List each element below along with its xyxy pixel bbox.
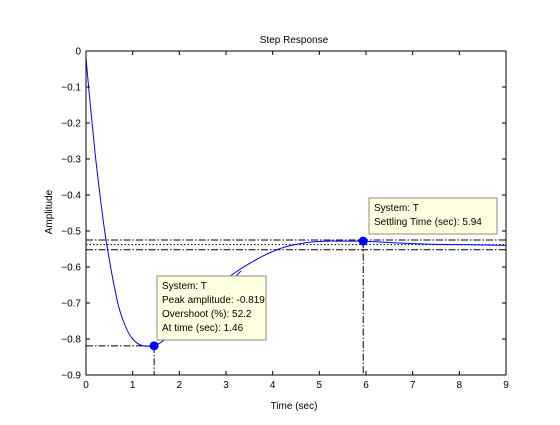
- x-axis-ticks: 0 1 2 3 4 5 6 7 8 9: [83, 51, 509, 391]
- y-tick-label: −0.5: [61, 227, 81, 238]
- peak-datatip-box: [156, 275, 267, 341]
- y-tick-label: 0: [75, 47, 81, 58]
- y-tick-label: −0.8: [61, 335, 81, 346]
- x-tick-label: 2: [177, 380, 183, 391]
- x-tick-label: 1: [130, 380, 136, 391]
- x-axis-title: Time (sec): [271, 401, 318, 412]
- annotations: System: T Peak amplitude: -0.819 Overshoot…: [156, 197, 498, 341]
- x-tick-label: 7: [410, 380, 416, 391]
- peak-datatip-line: At time (sec): 1.46: [162, 323, 244, 334]
- plot-frame: [85, 50, 507, 376]
- peak-datatip-line: Peak amplitude: -0.819: [162, 295, 265, 306]
- y-axis-title: Amplitude: [44, 189, 55, 234]
- settling-datatip-line: Settling Time (sec): 5.94: [374, 217, 482, 228]
- y-tick-label: −0.3: [61, 155, 81, 166]
- settling-datatip-box: [368, 197, 498, 235]
- settling-datatip-line: System: T: [374, 203, 419, 214]
- y-tick-label: −0.9: [61, 371, 81, 382]
- x-tick-label: 4: [270, 380, 276, 391]
- peak-datatip-line: Overshoot (%): 52.2: [162, 309, 252, 320]
- y-tick-label: −0.4: [61, 191, 81, 202]
- datatip-marker: [149, 341, 159, 351]
- x-tick-label: 3: [223, 380, 229, 391]
- y-tick-label: −0.1: [61, 83, 81, 94]
- datatip-marker: [358, 236, 368, 246]
- x-tick-label: 8: [457, 380, 463, 391]
- x-tick-label: 5: [317, 380, 323, 391]
- y-tick-label: −0.6: [61, 263, 81, 274]
- y-tick-label: −0.2: [61, 119, 81, 130]
- peak-datatip-line: System: T: [162, 281, 207, 292]
- chart-title: Step Response: [260, 35, 329, 46]
- peak-datatip: System: T Peak amplitude: -0.819 Overshoot…: [156, 275, 267, 341]
- y-tick-label: −0.7: [61, 299, 81, 310]
- x-tick-label: 6: [363, 380, 369, 391]
- datatip-connector: [235, 270, 242, 277]
- x-tick-label: 9: [503, 380, 509, 391]
- x-tick-label: 0: [83, 380, 89, 391]
- markers-layer: [149, 236, 368, 351]
- y-axis-ticks: 0 −0.1 −0.2 −0.3 −0.4 −0.5 −0.6 −0.7 −0.8 −0.9: [61, 47, 506, 382]
- settling-datatip: System: T Settling Time (sec): 5.94: [368, 197, 498, 235]
